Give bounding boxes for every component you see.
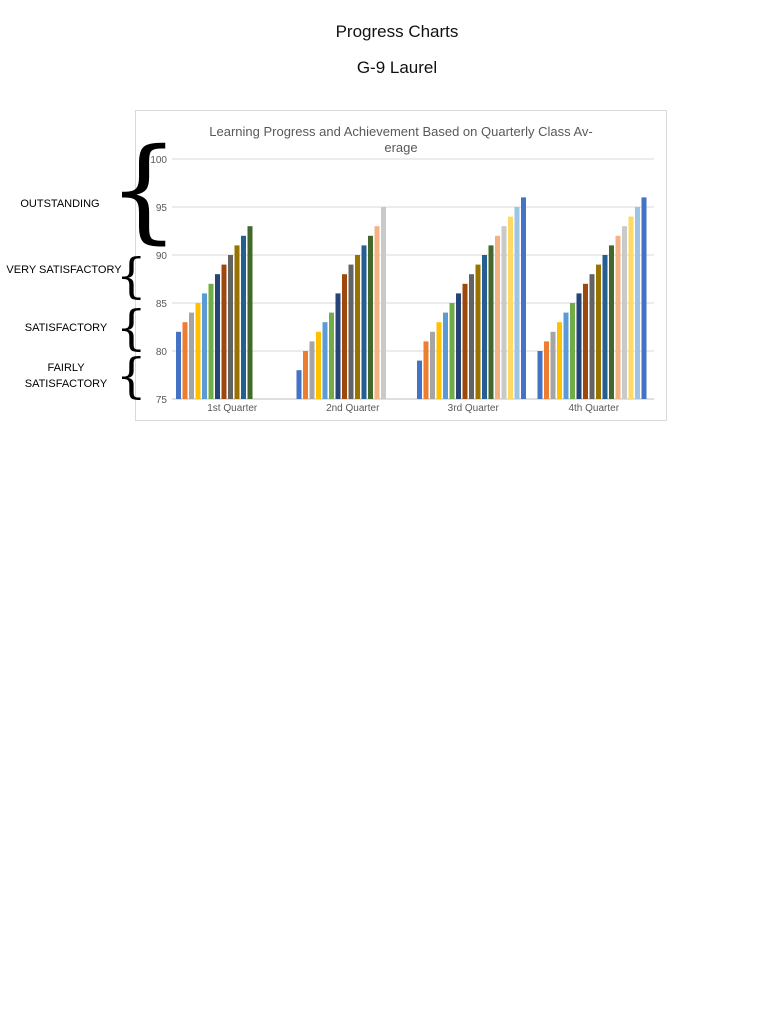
axis-labels: 75 80 85 90 95 100 1st Quarter 2nd Quarter 3rd Q… bbox=[150, 155, 619, 414]
bar-1-11 bbox=[241, 235, 246, 399]
x-tick-label: 2nd Quarter bbox=[326, 403, 380, 414]
bar-4-11 bbox=[602, 255, 608, 399]
bar-4-4 bbox=[557, 322, 562, 399]
bar-3-3 bbox=[430, 331, 435, 399]
bar-1-10 bbox=[234, 245, 240, 399]
bar-3-2 bbox=[423, 341, 429, 399]
bar-3-6 bbox=[449, 303, 455, 399]
bar-2-9 bbox=[348, 264, 354, 399]
bar-4-7 bbox=[576, 293, 582, 399]
bar-2-4 bbox=[316, 331, 321, 399]
bar-4-5 bbox=[563, 312, 569, 399]
bar-4-16 bbox=[635, 207, 640, 399]
bar-2-3 bbox=[309, 341, 315, 399]
band-label-satisfactory: SATISFACTORY bbox=[24, 322, 108, 334]
bar-1-6 bbox=[208, 283, 214, 399]
bar-3-11 bbox=[482, 255, 487, 399]
bar-1-1 bbox=[176, 331, 181, 399]
band-label-fairly-satisfactory: FAIRLY SATISFACTORY bbox=[24, 362, 108, 390]
bar-3-13 bbox=[495, 235, 500, 399]
bar-1-2 bbox=[182, 322, 188, 399]
bar-2-7 bbox=[335, 293, 341, 399]
bar-3-10 bbox=[475, 264, 481, 399]
y-tick-label: 90 bbox=[156, 251, 168, 262]
x-tick-label: 4th Quarter bbox=[568, 403, 619, 414]
bar-4-2 bbox=[544, 341, 549, 399]
bar-4-1 bbox=[537, 351, 543, 399]
bar-1-12 bbox=[247, 226, 253, 399]
bar-3-17 bbox=[521, 197, 526, 399]
chart-title: Learning Progress and Achievement Based … bbox=[209, 124, 593, 155]
bar-3-12 bbox=[488, 245, 494, 399]
band-label-outstanding: OUTSTANDING bbox=[20, 198, 100, 210]
bar-4-3 bbox=[550, 331, 556, 399]
bar-1-9 bbox=[228, 255, 233, 399]
brace-outstanding: { bbox=[108, 125, 180, 255]
bar-2-2 bbox=[303, 351, 308, 399]
bar-3-8 bbox=[462, 283, 468, 399]
bar-3-7 bbox=[456, 293, 461, 399]
bars bbox=[176, 197, 647, 399]
bar-3-9 bbox=[469, 274, 474, 399]
x-tick-label: 3rd Quarter bbox=[448, 403, 500, 414]
bar-2-14 bbox=[381, 207, 386, 399]
bar-4-10 bbox=[596, 264, 601, 399]
x-tick-label: 1st Quarter bbox=[207, 403, 258, 414]
bar-2-5 bbox=[322, 322, 328, 399]
bar-3-4 bbox=[436, 322, 442, 399]
bar-3-1 bbox=[417, 360, 422, 399]
document-title: Progress Charts bbox=[335, 22, 459, 41]
bar-3-5 bbox=[443, 312, 448, 399]
document-subtitle: G-9 Laurel bbox=[356, 58, 438, 77]
brace-satisfactory: { bbox=[116, 300, 147, 356]
bar-2-1 bbox=[296, 370, 302, 399]
y-tick-label: 80 bbox=[156, 347, 168, 358]
bar-4-14 bbox=[622, 226, 627, 399]
bar-1-3 bbox=[189, 312, 194, 399]
bar-4-17 bbox=[641, 197, 647, 399]
bar-2-11 bbox=[361, 245, 367, 399]
brace-fairly-satisfactory: { bbox=[116, 348, 147, 404]
y-tick-label: 85 bbox=[156, 299, 168, 310]
bar-1-8 bbox=[221, 264, 227, 399]
bar-2-8 bbox=[342, 274, 347, 399]
bar-1-4 bbox=[195, 303, 201, 399]
bar-2-12 bbox=[368, 235, 373, 399]
brace-very-satisfactory: { bbox=[116, 248, 147, 304]
bar-4-8 bbox=[583, 283, 588, 399]
bar-4-6 bbox=[570, 303, 575, 399]
y-tick-label: 100 bbox=[150, 155, 167, 166]
y-tick-label: 95 bbox=[156, 203, 168, 214]
bar-3-14 bbox=[501, 226, 507, 399]
bar-2-13 bbox=[374, 226, 380, 399]
band-label-very-satisfactory: VERY SATISFACTORY bbox=[6, 264, 122, 276]
bar-2-10 bbox=[355, 255, 360, 399]
bar-4-12 bbox=[609, 245, 614, 399]
bar-3-15 bbox=[508, 216, 513, 399]
bar-4-15 bbox=[628, 216, 634, 399]
y-tick-label: 75 bbox=[156, 395, 168, 406]
bar-4-13 bbox=[615, 235, 621, 399]
bar-2-6 bbox=[329, 312, 334, 399]
bar-4-9 bbox=[589, 274, 595, 399]
bar-1-5 bbox=[202, 293, 207, 399]
bar-3-16 bbox=[514, 207, 520, 399]
bar-1-7 bbox=[215, 274, 220, 399]
